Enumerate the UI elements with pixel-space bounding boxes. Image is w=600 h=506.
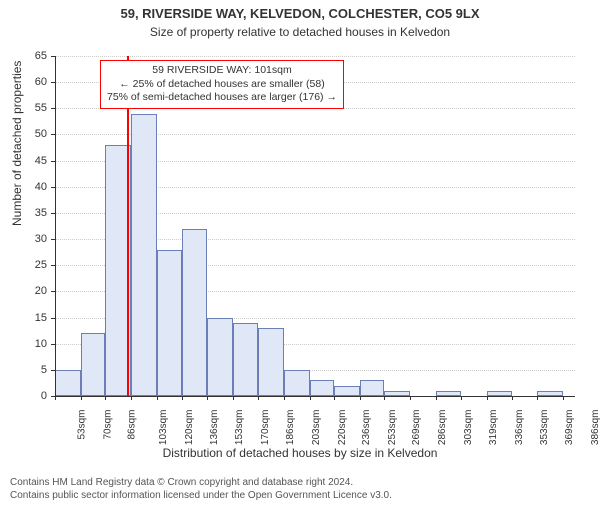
y-tick-label: 0 bbox=[17, 390, 47, 402]
x-tick-label: 120sqm bbox=[184, 410, 195, 446]
x-axis-line bbox=[55, 396, 575, 397]
x-tick-mark bbox=[157, 396, 158, 400]
x-tick-label: 353sqm bbox=[540, 410, 551, 446]
y-tick-label: 25 bbox=[17, 259, 47, 271]
page-title: 59, RIVERSIDE WAY, KELVEDON, COLCHESTER,… bbox=[0, 6, 600, 23]
footer-line-2: Contains public sector information licen… bbox=[10, 489, 392, 502]
x-tick-label: 220sqm bbox=[337, 410, 348, 446]
x-tick-label: 386sqm bbox=[590, 410, 600, 446]
x-tick-mark bbox=[310, 396, 311, 400]
x-tick-label: 303sqm bbox=[463, 410, 474, 446]
x-tick-label: 103sqm bbox=[158, 410, 169, 446]
x-tick-label: 369sqm bbox=[564, 410, 575, 446]
histogram-bar bbox=[360, 380, 384, 396]
x-tick-mark bbox=[55, 396, 56, 400]
histogram-bar bbox=[233, 323, 257, 396]
x-tick-mark bbox=[258, 396, 259, 400]
gridline bbox=[55, 56, 575, 57]
histogram-bar bbox=[310, 380, 334, 396]
x-tick-mark bbox=[334, 396, 335, 400]
plot-region: 0510152025303540455055606553sqm70sqm86sq… bbox=[55, 56, 575, 396]
annotation-box: 59 RIVERSIDE WAY: 101sqm← 25% of detache… bbox=[100, 60, 344, 109]
histogram-bar bbox=[81, 333, 105, 396]
annotation-line: 59 RIVERSIDE WAY: 101sqm bbox=[107, 64, 337, 78]
histogram-bar bbox=[334, 386, 360, 396]
x-tick-mark bbox=[360, 396, 361, 400]
annotation-line: 75% of semi-detached houses are larger (… bbox=[107, 91, 337, 105]
x-tick-mark bbox=[537, 396, 538, 400]
x-tick-mark bbox=[207, 396, 208, 400]
x-tick-mark bbox=[563, 396, 564, 400]
x-tick-mark bbox=[233, 396, 234, 400]
x-tick-mark bbox=[182, 396, 183, 400]
y-axis-label: Number of detached properties bbox=[10, 61, 24, 226]
histogram-bar bbox=[284, 370, 310, 396]
y-tick-label: 5 bbox=[17, 364, 47, 376]
x-tick-label: 186sqm bbox=[285, 410, 296, 446]
histogram-bar bbox=[131, 114, 157, 396]
histogram-chart: 0510152025303540455055606553sqm70sqm86sq… bbox=[55, 56, 575, 396]
x-tick-label: 136sqm bbox=[209, 410, 220, 446]
x-tick-mark bbox=[461, 396, 462, 400]
x-tick-mark bbox=[384, 396, 385, 400]
x-tick-label: 236sqm bbox=[361, 410, 372, 446]
x-tick-label: 86sqm bbox=[127, 410, 138, 440]
x-tick-label: 153sqm bbox=[235, 410, 246, 446]
x-tick-mark bbox=[487, 396, 488, 400]
x-axis-label: Distribution of detached houses by size … bbox=[0, 446, 600, 460]
y-axis-line bbox=[55, 56, 56, 396]
y-tick-label: 15 bbox=[17, 312, 47, 324]
x-tick-mark bbox=[436, 396, 437, 400]
x-tick-label: 319sqm bbox=[488, 410, 499, 446]
x-tick-mark bbox=[105, 396, 106, 400]
x-tick-mark bbox=[512, 396, 513, 400]
y-tick-label: 10 bbox=[17, 338, 47, 350]
x-tick-label: 170sqm bbox=[260, 410, 271, 446]
footer-attribution: Contains HM Land Registry data © Crown c… bbox=[10, 476, 392, 502]
page-subtitle: Size of property relative to detached ho… bbox=[0, 25, 600, 39]
footer-line-1: Contains HM Land Registry data © Crown c… bbox=[10, 476, 392, 489]
x-tick-mark bbox=[284, 396, 285, 400]
x-tick-label: 286sqm bbox=[437, 410, 448, 446]
x-tick-label: 269sqm bbox=[411, 410, 422, 446]
y-tick-label: 30 bbox=[17, 233, 47, 245]
x-tick-mark bbox=[81, 396, 82, 400]
histogram-bar bbox=[55, 370, 81, 396]
x-tick-label: 70sqm bbox=[102, 410, 113, 440]
y-tick-label: 20 bbox=[17, 285, 47, 297]
histogram-bar bbox=[157, 250, 181, 396]
histogram-bar bbox=[258, 328, 284, 396]
x-tick-mark bbox=[131, 396, 132, 400]
x-tick-mark bbox=[410, 396, 411, 400]
histogram-bar bbox=[182, 229, 208, 396]
annotation-line: ← 25% of detached houses are smaller (58… bbox=[107, 78, 337, 92]
histogram-bar bbox=[207, 318, 233, 396]
x-tick-label: 336sqm bbox=[514, 410, 525, 446]
x-tick-label: 253sqm bbox=[387, 410, 398, 446]
x-tick-label: 53sqm bbox=[77, 410, 88, 440]
x-tick-label: 203sqm bbox=[311, 410, 322, 446]
